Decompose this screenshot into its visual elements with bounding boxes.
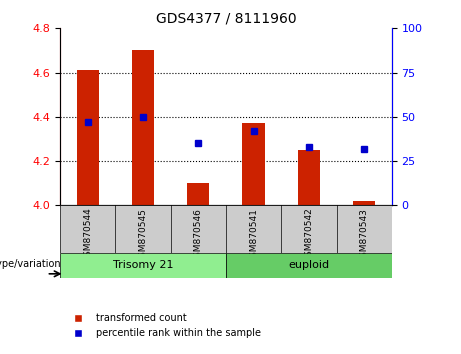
Bar xyxy=(242,124,265,205)
Bar xyxy=(132,51,154,205)
Bar xyxy=(353,201,375,205)
Text: GSM870546: GSM870546 xyxy=(194,208,203,263)
Title: GDS4377 / 8111960: GDS4377 / 8111960 xyxy=(155,12,296,26)
Text: GSM870545: GSM870545 xyxy=(138,208,148,263)
Bar xyxy=(60,253,226,278)
Bar xyxy=(77,70,99,205)
Text: GSM870541: GSM870541 xyxy=(249,208,258,263)
Text: GSM870544: GSM870544 xyxy=(83,208,92,262)
Text: euploid: euploid xyxy=(288,261,330,270)
Text: GSM870543: GSM870543 xyxy=(360,208,369,263)
Legend: transformed count, percentile rank within the sample: transformed count, percentile rank withi… xyxy=(65,309,265,342)
Text: Trisomy 21: Trisomy 21 xyxy=(112,261,173,270)
Text: genotype/variation: genotype/variation xyxy=(0,259,61,269)
Bar xyxy=(298,150,320,205)
Bar xyxy=(187,183,209,205)
Bar xyxy=(226,253,392,278)
Text: GSM870542: GSM870542 xyxy=(304,208,313,262)
